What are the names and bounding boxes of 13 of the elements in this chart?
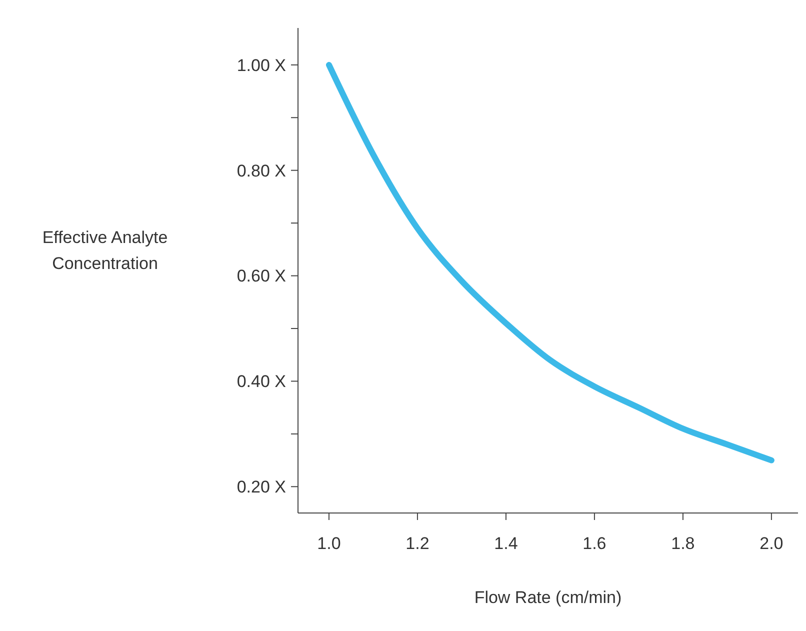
y-tick-label: 0.20 X [236,478,286,497]
y-axis-title: Effective Analyte Concentration [42,228,168,273]
x-tick-label: 1.8 [671,534,695,553]
x-tick-label: 1.4 [494,534,518,553]
y-tick-label: 0.60 X [236,266,286,286]
x-tick-label: 1.2 [406,534,430,553]
x-tick-label: 2.0 [760,534,784,553]
y-tick-label: 0.40 X [236,372,286,392]
x-tick-label: 1.0 [317,534,341,553]
x-tick-label: 1.6 [582,534,606,553]
y-tick-label: 0.80 X [236,161,286,180]
y-tick-label: 1.00 X [236,56,286,75]
x-axis-title: Flow Rate (cm/min) [474,588,622,607]
